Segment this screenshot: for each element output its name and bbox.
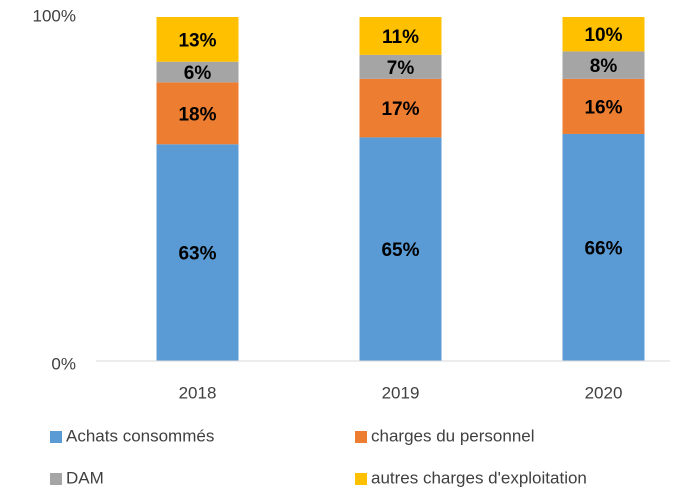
data-label: 7% [387,58,415,79]
legend-label: autres charges d'exploitation [371,468,587,487]
bar-segment [359,17,442,55]
data-label: 10% [584,25,622,46]
bar-segment [359,54,442,79]
bar-segment [156,82,239,145]
bar-segment [156,17,239,62]
legend-swatch [355,473,367,485]
bar-segment [156,144,239,361]
data-label: 63% [178,244,216,265]
bar-segment [562,78,645,134]
x-tick-label: 2020 [585,383,623,402]
y-tick-label: 100% [33,6,76,25]
legend-label: charges du personnel [371,426,535,445]
data-label: 65% [381,240,419,261]
legend-label: DAM [66,468,104,487]
x-tick-label: 2018 [179,383,217,402]
bar-segment [562,17,645,52]
legend-swatch [355,431,367,443]
data-label: 16% [584,97,622,118]
legend-swatch [50,473,62,485]
legend-swatch [50,431,62,443]
bar-segment [156,61,239,83]
x-tick-label: 2019 [382,383,420,402]
bar-segment [359,78,442,138]
y-tick-label: 0% [51,354,76,373]
data-label: 66% [584,238,622,259]
bar-segment [359,137,442,361]
data-label: 18% [178,104,216,125]
data-label: 17% [381,99,419,120]
data-label: 8% [590,56,618,77]
bar-segment [562,51,645,79]
legend-label: Achats consommés [66,426,214,445]
data-label: 11% [382,27,419,48]
data-label: 13% [178,30,216,51]
data-label: 6% [184,63,212,84]
bar-segment [562,133,645,361]
